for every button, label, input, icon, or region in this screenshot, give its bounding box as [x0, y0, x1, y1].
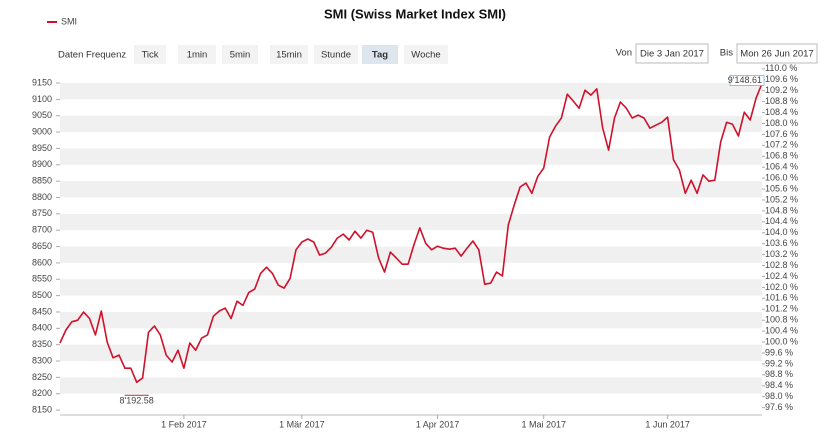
y2-tick-label: 109.6 % [765, 74, 798, 84]
y2-tick-label: 101.6 % [765, 293, 798, 303]
max-label: 9'148.61 [728, 75, 762, 85]
frequency-label: Daten Frequenz [58, 50, 126, 61]
y-tick-label: 8400 [32, 323, 52, 333]
grid-band [60, 377, 762, 394]
y-tick-label: 8900 [32, 159, 52, 169]
frequency-button[interactable] [404, 45, 448, 64]
y2-tick-label: 104.0 % [765, 227, 798, 237]
grid-band [60, 213, 762, 231]
grid-band [60, 279, 762, 296]
y2-tick-label: 100.0 % [765, 336, 798, 346]
y2-tick-label: 97.6 % [765, 402, 793, 412]
grid-band [60, 311, 762, 329]
frequency-option[interactable]: 1min [187, 50, 208, 61]
y2-tick-label: 104.8 % [765, 205, 798, 215]
legend-label[interactable]: SMI [61, 16, 77, 26]
y-tick-label: 8250 [32, 372, 52, 382]
y-tick-label: 8150 [32, 404, 52, 414]
y-tick-label: 8650 [32, 241, 52, 251]
y2-tick-label: 106.0 % [765, 172, 798, 182]
chart-title: SMI (Swiss Market Index SMI) [324, 6, 506, 21]
y2-tick-label: 105.6 % [765, 183, 798, 193]
y2-tick-label: 105.2 % [765, 194, 798, 204]
x-tick-label: 1 Feb 2017 [161, 419, 207, 429]
to-label: Bis [720, 48, 733, 59]
frequency-button[interactable] [178, 45, 216, 64]
x-tick-label: 1 Jun 2017 [645, 419, 690, 429]
frequency-option[interactable]: Tag [372, 50, 388, 61]
series-line [59, 83, 763, 384]
y2-tick-label: 110.0 % [765, 63, 797, 73]
y2-tick-label: 98.4 % [765, 380, 793, 390]
frequency-option[interactable]: 5min [230, 50, 251, 61]
y-tick-label: 9050 [32, 110, 52, 120]
y-tick-label: 8700 [32, 225, 52, 235]
y2-tick-label: 107.2 % [765, 140, 798, 150]
y-tick-label: 8800 [32, 192, 52, 202]
min-label: 8'192.58 [120, 396, 154, 406]
frequency-button[interactable] [134, 45, 166, 64]
frequency-button[interactable] [314, 45, 358, 64]
y-tick-label: 9100 [32, 94, 52, 104]
grid-band [60, 115, 762, 133]
y-tick-label: 8950 [32, 143, 52, 153]
grid-band [60, 344, 762, 362]
from-input[interactable] [635, 43, 709, 64]
y-tick-label: 9150 [32, 77, 52, 87]
y-tick-label: 8600 [32, 257, 52, 267]
y2-tick-label: 108.0 % [765, 118, 798, 128]
y2-tick-label: 102.8 % [765, 260, 798, 270]
y-tick-label: 8300 [32, 355, 52, 365]
frequency-button[interactable] [222, 45, 258, 64]
y2-tick-label: 107.6 % [765, 129, 798, 139]
y2-tick-label: 103.2 % [765, 249, 798, 259]
y2-tick-label: 98.0 % [765, 391, 793, 401]
y2-tick-label: 102.0 % [765, 282, 798, 292]
grid-band [60, 148, 762, 165]
y2-tick-label: 108.4 % [765, 107, 798, 117]
y-tick-label: 9000 [32, 126, 52, 136]
y-tick-label: 8550 [32, 274, 52, 284]
y2-tick-label: 108.8 % [765, 96, 798, 106]
grid-band [60, 83, 762, 100]
y2-tick-label: 101.2 % [765, 304, 798, 314]
y-tick-label: 8850 [32, 176, 52, 186]
from-value[interactable]: Die 3 Jan 2017 [640, 49, 704, 60]
max-label-box [729, 75, 765, 86]
y2-tick-label: 98.8 % [765, 369, 793, 379]
frequency-option[interactable]: Tick [141, 50, 158, 61]
y2-tick-label: 109.2 % [765, 85, 798, 95]
y-tick-label: 8450 [32, 306, 52, 316]
y2-tick-label: 99.6 % [765, 347, 793, 357]
y2-tick-label: 103.6 % [765, 238, 798, 248]
y2-tick-label: 100.4 % [765, 325, 798, 335]
from-label: Von [616, 48, 632, 59]
frequency-option[interactable]: 15min [276, 50, 302, 61]
to-value[interactable]: Mon 26 Jun 2017 [740, 49, 813, 60]
y2-tick-label: 106.4 % [765, 162, 798, 172]
y2-tick-label: 106.8 % [765, 151, 798, 161]
frequency-option[interactable]: Woche [411, 50, 440, 61]
y2-tick-label: 99.2 % [765, 358, 793, 368]
y-tick-label: 8200 [32, 388, 52, 398]
x-tick-label: 1 Mär 2017 [279, 419, 325, 429]
frequency-button[interactable] [362, 45, 398, 64]
frequency-button[interactable] [270, 45, 308, 64]
y2-tick-label: 102.4 % [765, 271, 798, 281]
y2-tick-label: 100.8 % [765, 315, 798, 325]
frequency-option[interactable]: Stunde [321, 50, 351, 61]
to-input[interactable] [736, 43, 818, 64]
y-tick-label: 8750 [32, 208, 52, 218]
grid-band [60, 181, 762, 198]
y2-tick-label: 104.4 % [765, 216, 798, 226]
y-tick-label: 8350 [32, 339, 52, 349]
x-tick-label: 1 Apr 2017 [416, 419, 460, 429]
y-tick-label: 8500 [32, 290, 52, 300]
x-tick-label: 1 Mai 2017 [521, 419, 566, 429]
